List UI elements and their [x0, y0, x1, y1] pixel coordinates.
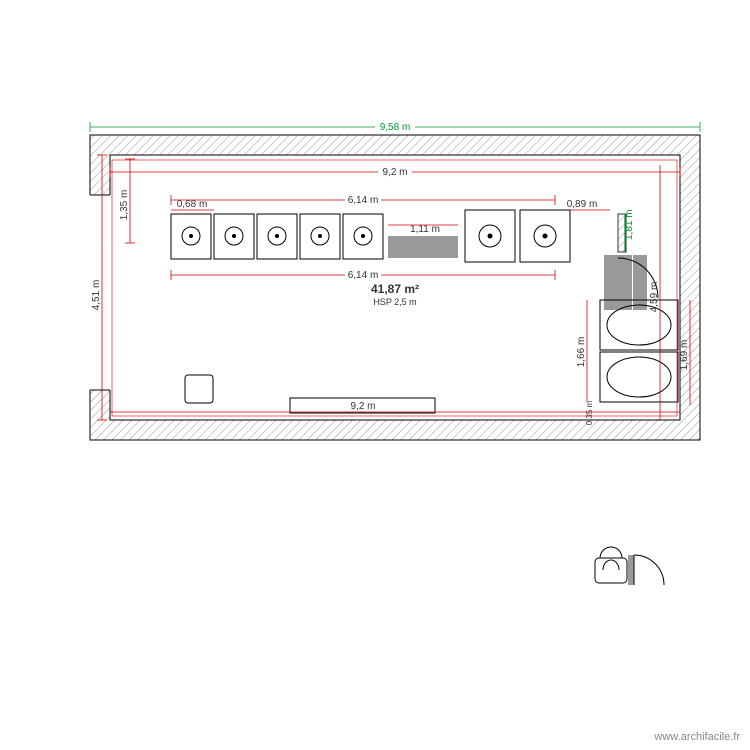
dim-top-outer-label: 9,58 m	[380, 122, 411, 133]
dim-bottom-9-2-label: 9,2 m	[350, 401, 375, 412]
dim-6-14-upper-label: 6,14 m	[348, 195, 379, 206]
dim-0-68-label: 0,68 m	[177, 199, 208, 210]
dim-top-inner-label: 9,2 m	[382, 167, 407, 178]
dim-1-35-label: 1,35 m	[119, 190, 130, 221]
dim-6-14-lower-label: 6,14 m	[348, 270, 379, 281]
room-hsp-label: HSP 2,5 m	[373, 297, 416, 307]
dim-4-51-label: 4,51 m	[91, 280, 102, 311]
dim-1-11-label: 1,11 m	[410, 224, 440, 235]
dim-1-81-label: 1,81 m	[624, 209, 635, 240]
dim-1-66-label: 1,66 m	[576, 337, 587, 368]
washer-row-right	[465, 210, 570, 262]
dim-0-89-label: 0,89 m	[567, 199, 598, 210]
grey-counter	[388, 236, 458, 258]
small-appliance	[185, 375, 213, 403]
room-area-label: 41,87 m²	[371, 282, 419, 296]
floor-plan: 9,58 m 9,2 m 6,14 m 0,68 m 0,89 m	[89, 119, 700, 440]
grey-step-1	[604, 255, 632, 310]
chair-symbol	[595, 547, 664, 585]
dryer-2	[600, 352, 678, 402]
dim-4-59-label: 4,59 m	[649, 282, 660, 313]
dim-1-69-label: 1,69 m	[679, 340, 690, 371]
washer-row-left	[171, 214, 383, 259]
watermark-label: www.archifacile.fr	[653, 731, 740, 743]
dim-0-35-label: 0,35 m	[585, 400, 594, 425]
grey-step-2	[633, 255, 647, 310]
